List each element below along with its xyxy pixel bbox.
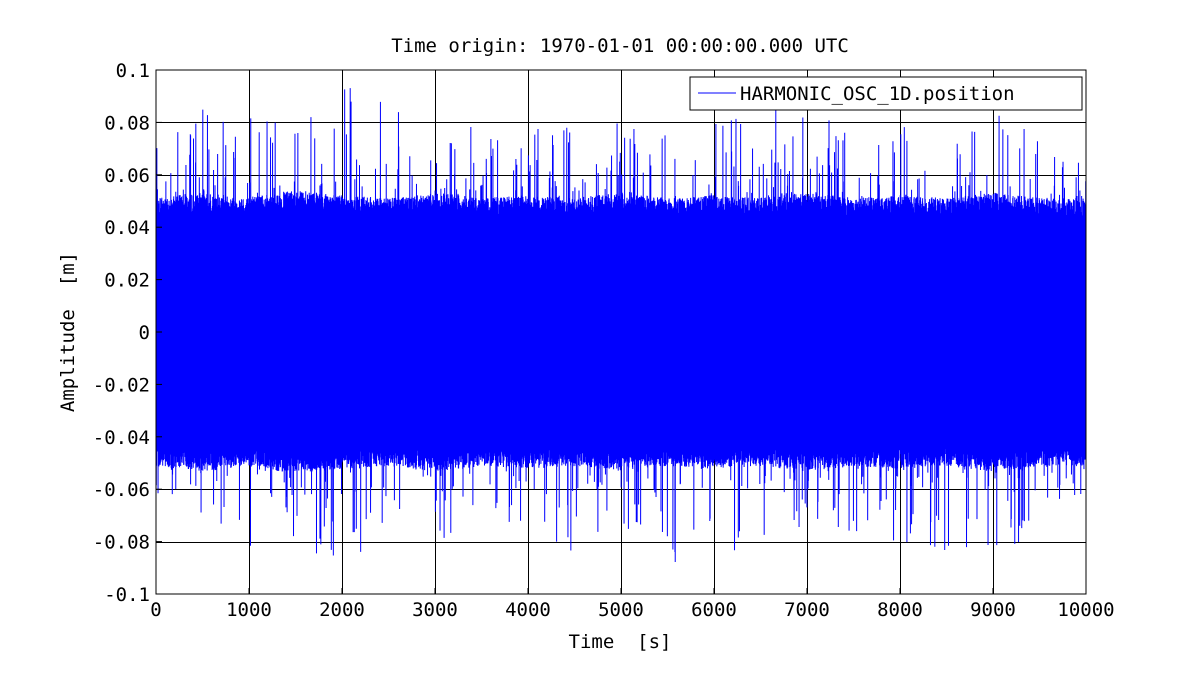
x-tick-label: 10000: [1057, 599, 1114, 621]
x-axis-ticks: 0 1000 2000 3000 4000 5000 6000 7000 8000 9000 100…: [150, 588, 1115, 621]
y-tick-label: 0.1: [116, 60, 150, 82]
y-tick-label: 0.04: [104, 217, 150, 239]
y-axis-label: Amplitude [m]: [57, 252, 79, 412]
x-tick-label: 7000: [784, 599, 830, 621]
x-tick-label: 0: [150, 599, 161, 621]
legend-box: [689, 76, 1083, 111]
y-axis-ticks: 0.1 0.08 0.06 0.04 0.02 0 -0.02 -0.04 -0.06 -0.08…: [93, 60, 162, 606]
y-tick-label: -0.02: [93, 374, 150, 396]
y-tick-label: 0.02: [104, 270, 150, 292]
y-tick-label: -0.06: [93, 479, 150, 501]
legend[interactable]: HARMONIC_OSC_1D.position: [689, 76, 1083, 111]
series-line-harmonic-osc-1d-position: [155, 88, 1087, 562]
x-tick-label: 6000: [691, 599, 737, 621]
y-tick-label: 0: [139, 322, 150, 344]
y-tick-label: -0.1: [104, 584, 150, 606]
x-axis-label: Time [s]: [569, 631, 672, 653]
y-tick-label: -0.04: [93, 427, 150, 449]
series-harmonic-osc-1d-position: [155, 88, 1087, 562]
legend-label-harmonic-osc-1d-position: HARMONIC_OSC_1D.position: [740, 83, 1015, 105]
x-tick-label: 8000: [877, 599, 923, 621]
x-tick-label: 1000: [226, 599, 272, 621]
x-tick-label: 3000: [412, 599, 458, 621]
x-tick-label: 5000: [598, 599, 644, 621]
chart-title: Time origin: 1970-01-01 00:00:00.000 UTC: [391, 35, 849, 57]
y-tick-label: 0.08: [104, 112, 150, 134]
y-tick-label: -0.08: [93, 532, 150, 554]
x-tick-label: 4000: [505, 599, 551, 621]
y-tick-label: 0.06: [104, 165, 150, 187]
x-tick-label: 9000: [970, 599, 1016, 621]
x-tick-label: 2000: [319, 599, 365, 621]
